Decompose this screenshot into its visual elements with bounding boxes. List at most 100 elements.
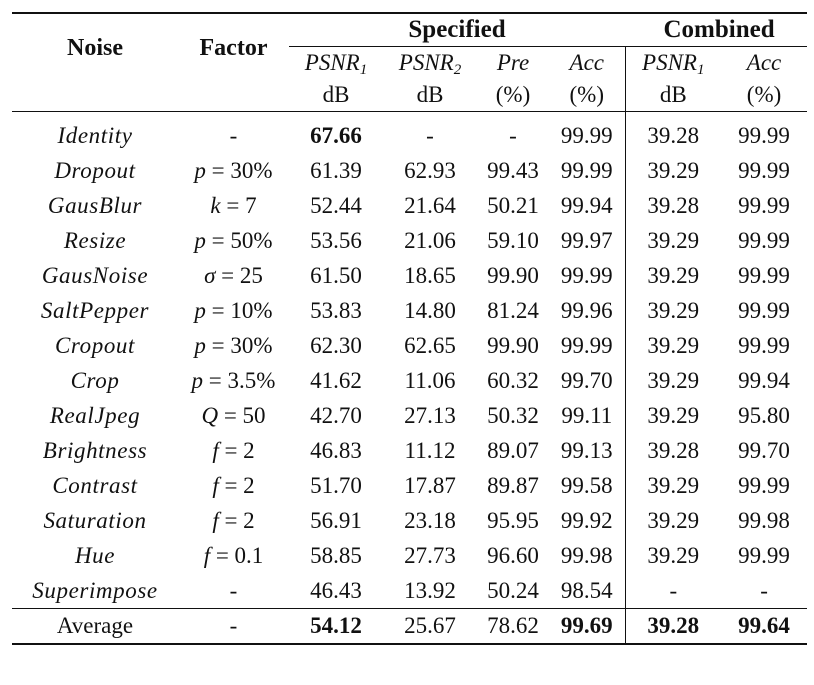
metric-value: 99.94 [738,367,790,393]
metric-value: 14.80 [404,297,456,323]
metric-value: 99.99 [738,262,790,288]
header-col-3: Pre [496,49,530,75]
table-body: Identity -67.66- -99.99 39.28 99.99 Dropout p … [12,111,808,609]
metric-value: 39.29 [624,503,722,538]
noise-name: Contrast [52,472,138,498]
table-row: Crop p = 3.5% 41.62 11.06 60.32 99.70 39.29 99.… [12,363,807,398]
factor-value: σ = 25 [204,262,263,288]
metric-value: 99.99 [738,157,790,183]
average-value: 25.67 [404,613,456,638]
header-col-6: Acc [746,49,782,75]
average-value: 39.28 [624,608,722,644]
metric-value: 99.97 [560,227,613,253]
metric-value: 95.95 [487,507,539,533]
metric-value: 99.99 [738,227,790,253]
header-col-4: Acc [569,49,604,75]
average-row: Average - 54.12 25.67 78.62 99.69 39.28 … [12,608,808,644]
metric-value: - [624,573,722,609]
noise-name: Dropout [54,157,136,183]
header-group-specified: Specified [289,13,626,47]
factor-value: k = 7 [210,192,257,218]
factor-value: f = 2 [212,437,255,463]
header-unit-1: dB [289,78,383,112]
metric-value: 39.29 [624,328,722,363]
metric-value: 98.54 [560,577,613,603]
metric-value: 39.29 [624,363,722,398]
metric-value: 99.99 [738,122,790,148]
metric-value: 27.73 [404,542,456,568]
noise-name: Cropout [54,332,136,358]
table-row: SaltPepper p = 10% 53.83 14.80 81.24 99.96 39.… [12,293,807,328]
metric-value: 62.93 [404,157,456,183]
metric-value: 99.70 [560,367,613,393]
metric-value: 99.99 [560,262,613,288]
metric-value: 39.29 [624,293,722,328]
table-row: Dropout p = 30% 61.39 62.93 99.43 99.99 39.29 9… [12,153,807,188]
metric-value: 61.39 [310,157,362,183]
average-value: 99.64 [738,613,790,638]
noise-name: SaltPepper [40,297,150,323]
noise-name: Saturation [43,507,147,533]
metric-value: 99.13 [560,437,613,463]
metric-value: 61.50 [310,262,362,288]
header-unit-3: (%) [477,78,549,112]
header-unit-5: dB [624,78,722,112]
metric-value: 51.70 [310,472,362,498]
header-noise: Noise [12,13,178,112]
metric-value: 99.90 [487,262,539,288]
metric-value: 42.70 [310,402,362,428]
metric-value: 89.07 [487,437,539,463]
header-col-1: PSNR1 [304,49,368,78]
metric-value: 18.65 [404,262,456,288]
metric-value: - [426,122,434,148]
metric-value: 39.29 [624,538,722,573]
metric-value: 62.65 [404,332,456,358]
factor-value: f = 2 [212,472,255,498]
average-value: 54.12 [310,613,362,638]
metric-value: 23.18 [404,507,456,533]
metric-value: 81.24 [487,297,539,323]
table-row: Brightness f = 2 46.83 11.12 89.07 99.13 39.28… [12,433,807,468]
noise-name: Resize [63,227,127,253]
metric-value: 56.91 [310,507,362,533]
header-group-combined: Combined [625,13,808,47]
metric-value: 46.83 [310,437,362,463]
noise-name: Identity [57,122,133,148]
metric-value: 52.44 [310,192,362,218]
noise-name: GausNoise [41,262,149,288]
metric-value: 99.96 [560,297,613,323]
header-unit-6: (%) [721,78,808,112]
results-table-container: Noise Factor Specified Combined PSNR1 PS… [12,12,808,645]
table-row: Cropout p = 30% 62.30 62.65 99.90 99.99 39.29 9… [12,328,807,363]
factor-value: f = 2 [212,507,255,533]
metric-value: 39.29 [624,468,722,503]
header-unit-4: (%) [549,78,626,112]
factor-value: p = 30% [194,157,273,183]
header-col-2: PSNR2 [398,49,462,78]
metric-value: 13.92 [404,577,456,603]
metric-value: 58.85 [310,542,362,568]
metric-value: 46.43 [310,577,362,603]
table-row: Saturation f = 2 56.91 23.18 95.95 99.92 39.29… [12,503,807,538]
metric-value: 62.30 [310,332,362,358]
noise-name: Hue [74,542,116,568]
metric-value: 89.87 [487,472,539,498]
metric-value: 39.29 [624,258,722,293]
metric-value: 39.29 [624,153,722,188]
metric-value: - [760,577,768,603]
metric-value: 50.32 [487,402,539,428]
table-row: RealJpeg Q = 50 42.70 27.13 50.32 99.11 39.29 9… [12,398,807,433]
noise-name: GausBlur [47,192,143,218]
noise-name: Superimpose [32,577,158,603]
metric-value: 99.99 [560,332,613,358]
metric-value: 99.98 [560,542,613,568]
factor-value: f = 0.1 [203,542,264,568]
metric-value: 99.58 [560,472,613,498]
metric-value: 99.99 [738,332,790,358]
table-row: Identity - 67.66 - - 99.99 39.28 99.99 [12,111,808,153]
metric-value: 99.94 [560,192,613,218]
metric-value: 99.99 [560,122,613,148]
metric-value: 60.32 [487,367,539,393]
metric-value: - [509,122,517,148]
header-col-5: PSNR1 [624,46,722,78]
